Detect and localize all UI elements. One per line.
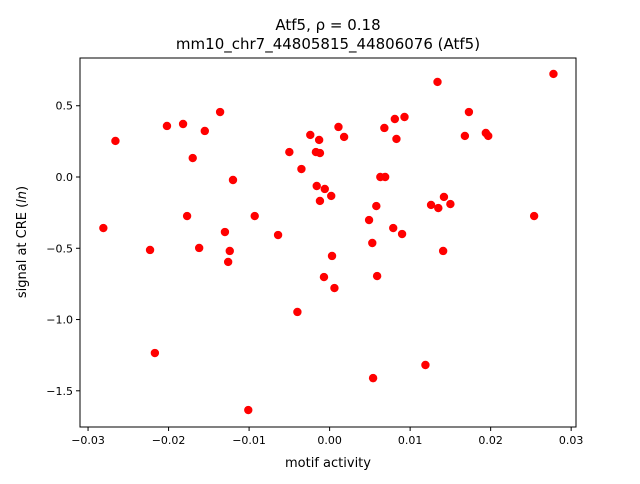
data-point xyxy=(182,211,192,221)
data-point xyxy=(434,203,443,213)
data-point xyxy=(339,132,349,142)
data-point xyxy=(400,112,409,122)
data-point xyxy=(99,223,108,233)
data-point xyxy=(433,77,442,87)
x-tick-label: −0.02 xyxy=(152,434,186,447)
data-point xyxy=(111,136,120,146)
data-point xyxy=(188,153,197,163)
data-point xyxy=(220,227,230,237)
data-point xyxy=(319,272,329,282)
data-point xyxy=(228,175,238,185)
data-point xyxy=(368,373,378,383)
data-point xyxy=(320,184,329,194)
data-point xyxy=(380,123,389,133)
data-point xyxy=(549,69,558,79)
data-point xyxy=(389,223,398,233)
data-point xyxy=(285,147,294,157)
data-point xyxy=(372,271,382,281)
data-point xyxy=(162,121,172,131)
data-point xyxy=(306,130,315,140)
plot-frame xyxy=(79,57,577,428)
y-axis: 0.5 0.0 −0.5 −1.0 −1.5 xyxy=(46,100,80,398)
y-axis-label-prefix: signal at CRE ( xyxy=(15,203,30,298)
data-point xyxy=(273,230,283,240)
data-point xyxy=(334,122,343,132)
x-axis-label: motif activity xyxy=(285,456,371,471)
data-point xyxy=(330,283,339,293)
y-axis-label: signal at CRE (ln) xyxy=(15,186,30,298)
data-point xyxy=(446,199,455,209)
y-tick-label: 0.0 xyxy=(56,171,74,184)
data-point xyxy=(150,348,160,358)
data-point xyxy=(297,164,306,174)
data-point xyxy=(426,200,436,210)
data-point xyxy=(364,215,374,225)
data-point xyxy=(438,246,448,256)
x-tick-label: 0.02 xyxy=(478,434,503,447)
data-point xyxy=(439,192,449,202)
data-point xyxy=(484,131,493,141)
data-point xyxy=(315,196,325,206)
data-point xyxy=(315,148,325,158)
data-point xyxy=(390,114,400,124)
data-point xyxy=(421,360,430,370)
y-tick-label: −0.5 xyxy=(46,242,73,255)
data-point xyxy=(200,126,210,136)
chart-title: Atf5, ρ = 0.18 xyxy=(275,16,380,34)
y-tick-label: −1.0 xyxy=(46,314,73,327)
chart-subtitle: mm10_chr7_44805815_44806076 (Atf5) xyxy=(176,35,480,54)
data-point xyxy=(372,201,381,211)
x-tick-label: 0.00 xyxy=(317,434,342,447)
data-point xyxy=(314,135,324,145)
y-axis-label-suffix: ) xyxy=(15,186,30,191)
data-point xyxy=(194,243,204,253)
points-layer xyxy=(99,69,558,415)
data-point xyxy=(293,307,302,317)
data-point xyxy=(215,107,225,117)
data-point xyxy=(368,238,377,248)
x-tick-label: 0.03 xyxy=(559,434,584,447)
data-point xyxy=(244,405,253,415)
data-point xyxy=(460,131,470,141)
data-point xyxy=(223,257,233,267)
y-tick-label: 0.5 xyxy=(56,100,74,113)
data-point xyxy=(327,191,336,201)
data-point xyxy=(178,119,188,129)
data-point xyxy=(380,172,390,182)
data-point xyxy=(397,229,407,239)
data-point xyxy=(145,245,155,255)
y-axis-label-italic: ln xyxy=(15,191,30,203)
x-tick-label: 0.01 xyxy=(398,434,423,447)
x-tick-label: −0.03 xyxy=(71,434,105,447)
data-point xyxy=(529,211,539,221)
data-point xyxy=(464,107,474,117)
data-point xyxy=(327,251,337,261)
data-point xyxy=(225,246,234,256)
x-axis: −0.03 −0.02 −0.01 0.00 0.01 0.02 0.03 xyxy=(71,427,583,447)
y-tick-label: −1.5 xyxy=(46,385,73,398)
x-tick-label: −0.01 xyxy=(232,434,266,447)
data-point xyxy=(250,211,259,221)
data-point xyxy=(392,134,401,144)
data-point xyxy=(312,181,321,191)
